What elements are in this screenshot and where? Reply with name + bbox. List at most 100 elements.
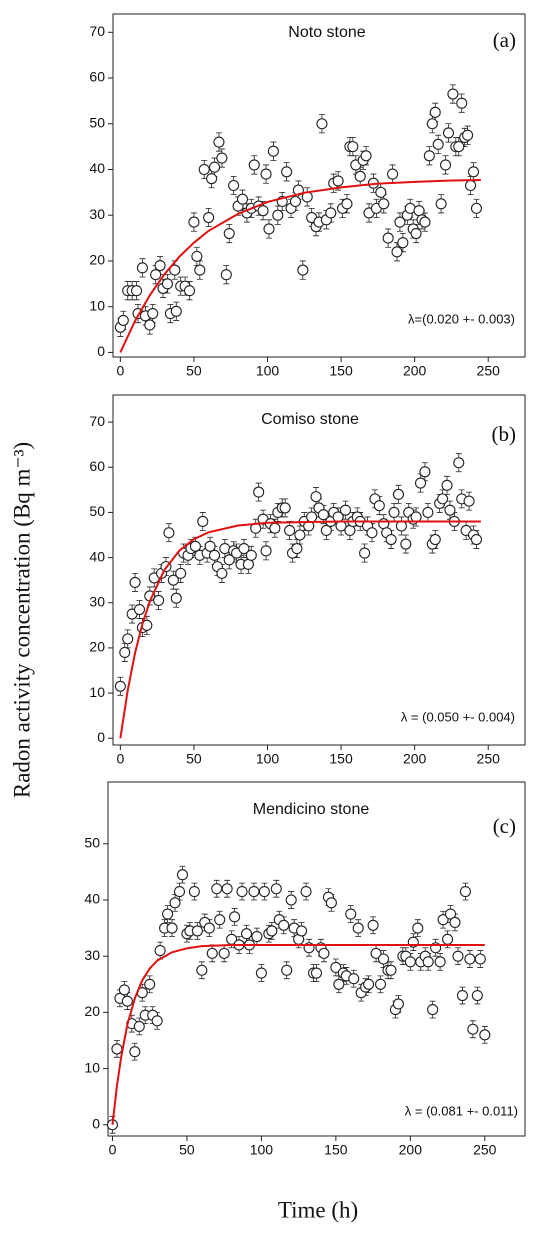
data-point	[223, 554, 235, 566]
y-tick-label: 30	[89, 593, 105, 609]
data-point	[392, 488, 405, 500]
data-point	[144, 319, 156, 331]
data-point	[378, 518, 390, 530]
x-tick-label: 150	[329, 363, 353, 379]
x-tick-label: 150	[329, 751, 353, 767]
y-tick-label: 0	[92, 1115, 100, 1131]
data-point	[163, 527, 175, 539]
data-point	[479, 1029, 491, 1041]
y-tick-label: 0	[97, 729, 105, 745]
data-point	[119, 646, 131, 658]
fit-annotation: λ = (0.050 +- 0.004)	[401, 709, 515, 724]
y-tick-label: 50	[89, 503, 105, 519]
data-point	[191, 925, 203, 937]
data-point	[352, 922, 364, 934]
data-point	[435, 198, 447, 210]
data-point	[258, 886, 270, 898]
data-point	[354, 170, 366, 182]
data-point	[404, 956, 416, 968]
x-tick-label: 200	[403, 363, 427, 379]
data-point	[397, 237, 409, 249]
data-point	[208, 161, 221, 173]
data-point	[325, 897, 337, 909]
data-point	[236, 886, 248, 898]
data-point	[333, 978, 345, 990]
data-point	[471, 989, 483, 1002]
data-point	[467, 166, 480, 178]
data-point	[410, 227, 422, 240]
y-tick-label: 20	[84, 1003, 100, 1019]
data-point	[253, 486, 265, 498]
data-point	[452, 950, 464, 962]
data-point	[221, 883, 233, 895]
fit-curve	[111, 943, 485, 1125]
data-point	[153, 594, 165, 607]
data-point	[260, 545, 272, 557]
data-point	[462, 129, 474, 141]
data-point	[260, 168, 272, 180]
data-point	[281, 964, 293, 976]
data-point	[360, 150, 372, 162]
data-point	[136, 262, 148, 274]
data-point	[248, 159, 260, 171]
data-point	[175, 567, 187, 579]
data-point	[242, 558, 254, 570]
panel-title: Noto stone	[288, 24, 365, 41]
data-point	[414, 477, 427, 489]
data-point	[330, 961, 342, 973]
data-point	[151, 1015, 163, 1027]
data-point	[203, 922, 215, 934]
data-point	[306, 511, 318, 523]
data-point	[133, 1020, 145, 1032]
data-point	[147, 308, 159, 320]
data-point	[318, 947, 330, 959]
fit-annotation: λ = (0.081 +- 0.011)	[405, 1103, 518, 1118]
data-point	[378, 198, 390, 210]
data-point	[263, 223, 275, 235]
x-tick-label: 50	[186, 751, 202, 767]
data-point	[291, 542, 303, 555]
panel-label: (c)	[493, 814, 516, 838]
data-point	[359, 547, 371, 559]
data-point	[170, 305, 182, 317]
y-tick-label: 30	[84, 947, 100, 963]
data-point	[429, 533, 441, 546]
data-point	[437, 914, 449, 926]
x-tick-label: 0	[116, 751, 124, 767]
y-tick-label: 40	[84, 891, 100, 907]
data-point	[474, 953, 486, 965]
data-point	[272, 209, 284, 221]
data-point	[129, 1046, 141, 1058]
data-point	[161, 278, 173, 290]
data-point	[216, 152, 228, 164]
data-point	[374, 978, 387, 990]
data-point	[442, 127, 455, 139]
data-point	[310, 967, 323, 979]
data-point	[218, 947, 230, 959]
data-point	[297, 264, 309, 276]
data-point	[236, 193, 249, 205]
data-point	[220, 269, 232, 281]
data-point	[341, 198, 353, 210]
data-point	[166, 922, 178, 934]
data-point	[325, 207, 337, 219]
data-point	[197, 515, 209, 528]
data-point	[370, 947, 382, 959]
data-point	[117, 314, 129, 326]
y-tick-label: 60	[89, 69, 105, 85]
data-point	[198, 163, 210, 176]
data-point	[339, 504, 352, 516]
y-axis-label: Radon activity concentration (Bq m⁻³)	[9, 442, 34, 798]
y-tick-label: 70	[89, 413, 105, 429]
data-point	[470, 533, 482, 546]
data-point	[206, 173, 218, 185]
data-point	[391, 246, 403, 258]
data-point	[412, 922, 424, 934]
data-point	[213, 136, 225, 148]
data-point	[279, 502, 291, 514]
data-point	[465, 179, 477, 192]
plot-frame	[107, 781, 526, 1137]
data-point	[459, 886, 471, 898]
data-point	[456, 989, 469, 1002]
data-point	[121, 995, 133, 1007]
